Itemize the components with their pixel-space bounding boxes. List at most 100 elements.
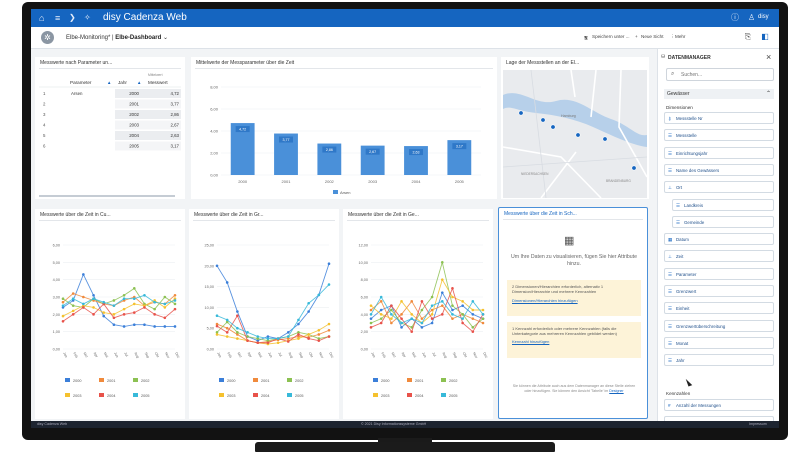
measuring-station-marker[interactable] bbox=[575, 132, 581, 138]
data-point[interactable] bbox=[61, 314, 65, 318]
data-point[interactable] bbox=[163, 302, 167, 306]
table-header-1[interactable]: Jahr bbox=[118, 80, 127, 85]
data-point[interactable] bbox=[471, 330, 475, 333]
data-point[interactable] bbox=[286, 337, 290, 340]
data-point[interactable] bbox=[481, 313, 485, 316]
data-point[interactable] bbox=[471, 326, 475, 329]
data-point[interactable] bbox=[173, 293, 177, 297]
data-point[interactable] bbox=[461, 321, 464, 325]
data-point[interactable] bbox=[297, 333, 300, 336]
data-point[interactable] bbox=[390, 308, 393, 312]
data-point[interactable] bbox=[390, 317, 393, 320]
table-cell-value[interactable]: 3,17 bbox=[170, 144, 179, 149]
legend-label[interactable]: 2002 bbox=[295, 379, 303, 383]
series-line-2005[interactable] bbox=[370, 296, 484, 324]
data-point[interactable] bbox=[461, 300, 464, 303]
data-point[interactable] bbox=[173, 307, 177, 311]
legend-label[interactable]: 2003 bbox=[73, 394, 81, 398]
data-point[interactable] bbox=[317, 337, 321, 340]
data-point[interactable] bbox=[61, 297, 65, 301]
data-point[interactable] bbox=[132, 302, 136, 306]
measuring-station-marker[interactable] bbox=[518, 110, 524, 116]
data-point[interactable] bbox=[461, 304, 464, 307]
dimension-item[interactable]: ☰ Einrichtungsjahr bbox=[664, 146, 774, 159]
legend-label[interactable]: 2004 bbox=[261, 394, 269, 398]
data-point[interactable] bbox=[143, 293, 146, 297]
data-point[interactable] bbox=[440, 304, 444, 307]
data-point[interactable] bbox=[276, 337, 280, 340]
measuring-station-marker[interactable] bbox=[550, 124, 556, 130]
data-point[interactable] bbox=[420, 317, 424, 320]
map-panel[interactable]: Lage der Messstellen an der El... Hambur… bbox=[501, 57, 649, 199]
data-point[interactable] bbox=[369, 321, 373, 325]
data-point[interactable] bbox=[379, 313, 383, 316]
legend-label[interactable]: 2000 bbox=[227, 379, 235, 383]
breadcrumb-parent[interactable]: Elbe-Monitoring* bbox=[66, 35, 111, 41]
data-point[interactable] bbox=[163, 325, 167, 328]
data-point[interactable] bbox=[122, 325, 126, 328]
data-point[interactable] bbox=[440, 291, 444, 294]
data-point[interactable] bbox=[297, 335, 300, 338]
series-line-2004[interactable] bbox=[62, 303, 176, 322]
menu-icon[interactable]: ≡ bbox=[55, 13, 61, 23]
data-point[interactable] bbox=[173, 302, 177, 306]
data-point[interactable] bbox=[266, 337, 270, 340]
data-point[interactable] bbox=[236, 331, 239, 334]
data-point[interactable] bbox=[317, 339, 321, 342]
data-point[interactable] bbox=[451, 317, 454, 320]
data-point[interactable] bbox=[327, 328, 331, 332]
legend-label[interactable]: 2002 bbox=[449, 379, 457, 383]
line-chart-panel-1[interactable]: Messwerte über die Zeit in Cu... 0,00 1,0… bbox=[35, 209, 185, 419]
data-point[interactable] bbox=[461, 313, 464, 316]
data-point[interactable] bbox=[379, 300, 383, 303]
data-point[interactable] bbox=[71, 309, 75, 313]
data-point[interactable] bbox=[102, 311, 106, 314]
data-point[interactable] bbox=[379, 321, 383, 325]
data-point[interactable] bbox=[451, 287, 454, 290]
data-point[interactable] bbox=[132, 297, 136, 301]
data-point[interactable] bbox=[410, 317, 414, 320]
data-point[interactable] bbox=[266, 341, 270, 345]
data-point[interactable] bbox=[153, 313, 156, 316]
data-point[interactable] bbox=[410, 326, 414, 329]
close-icon[interactable]: × bbox=[766, 52, 772, 62]
data-point[interactable] bbox=[102, 300, 106, 304]
dimension-item[interactable]: ▦ Datum bbox=[664, 233, 774, 246]
new-view-button[interactable]: Neue Sicht bbox=[641, 34, 664, 39]
data-point[interactable] bbox=[132, 287, 136, 290]
data-point[interactable] bbox=[112, 313, 116, 316]
legend-label[interactable]: 2001 bbox=[107, 379, 115, 383]
data-point[interactable] bbox=[400, 321, 403, 325]
data-point[interactable] bbox=[297, 322, 300, 326]
data-point[interactable] bbox=[327, 262, 331, 266]
data-point[interactable] bbox=[307, 301, 310, 305]
data-point[interactable] bbox=[82, 302, 85, 306]
data-point[interactable] bbox=[256, 339, 260, 342]
data-point[interactable] bbox=[317, 293, 321, 297]
data-point[interactable] bbox=[440, 313, 444, 316]
export-icon[interactable]: ⎘ bbox=[744, 32, 752, 41]
data-point[interactable] bbox=[163, 316, 167, 320]
data-point[interactable] bbox=[225, 331, 229, 334]
data-point[interactable] bbox=[82, 273, 85, 276]
dimension-item[interactable]: ☰ Gemeinde bbox=[672, 215, 774, 228]
data-point[interactable] bbox=[297, 331, 300, 334]
table-cell-value[interactable]: 4,72 bbox=[170, 91, 179, 96]
data-point[interactable] bbox=[410, 330, 414, 333]
data-point[interactable] bbox=[215, 333, 219, 336]
data-point[interactable] bbox=[327, 283, 331, 286]
measuring-station-marker[interactable] bbox=[631, 165, 637, 171]
dimension-item[interactable]: ☰ Grenzwert bbox=[664, 285, 774, 297]
table-cell-value[interactable]: 3,77 bbox=[170, 102, 179, 107]
data-point[interactable] bbox=[132, 323, 136, 327]
line-chart-panel-2[interactable]: Messwerte über die Zeit in Gr... 0,00 5,0… bbox=[189, 209, 339, 419]
user-name[interactable]: disy bbox=[758, 14, 769, 20]
data-point[interactable] bbox=[163, 295, 167, 299]
data-point[interactable] bbox=[225, 281, 229, 284]
data-point[interactable] bbox=[481, 321, 485, 325]
imprint-link[interactable]: Impressum bbox=[749, 422, 767, 426]
data-point[interactable] bbox=[132, 311, 136, 314]
data-point[interactable] bbox=[327, 322, 331, 326]
measuring-station-marker[interactable] bbox=[602, 136, 608, 142]
breadcrumb[interactable]: Elbe-Monitoring* | Elbe-Dashboard ⌄ bbox=[66, 34, 168, 41]
